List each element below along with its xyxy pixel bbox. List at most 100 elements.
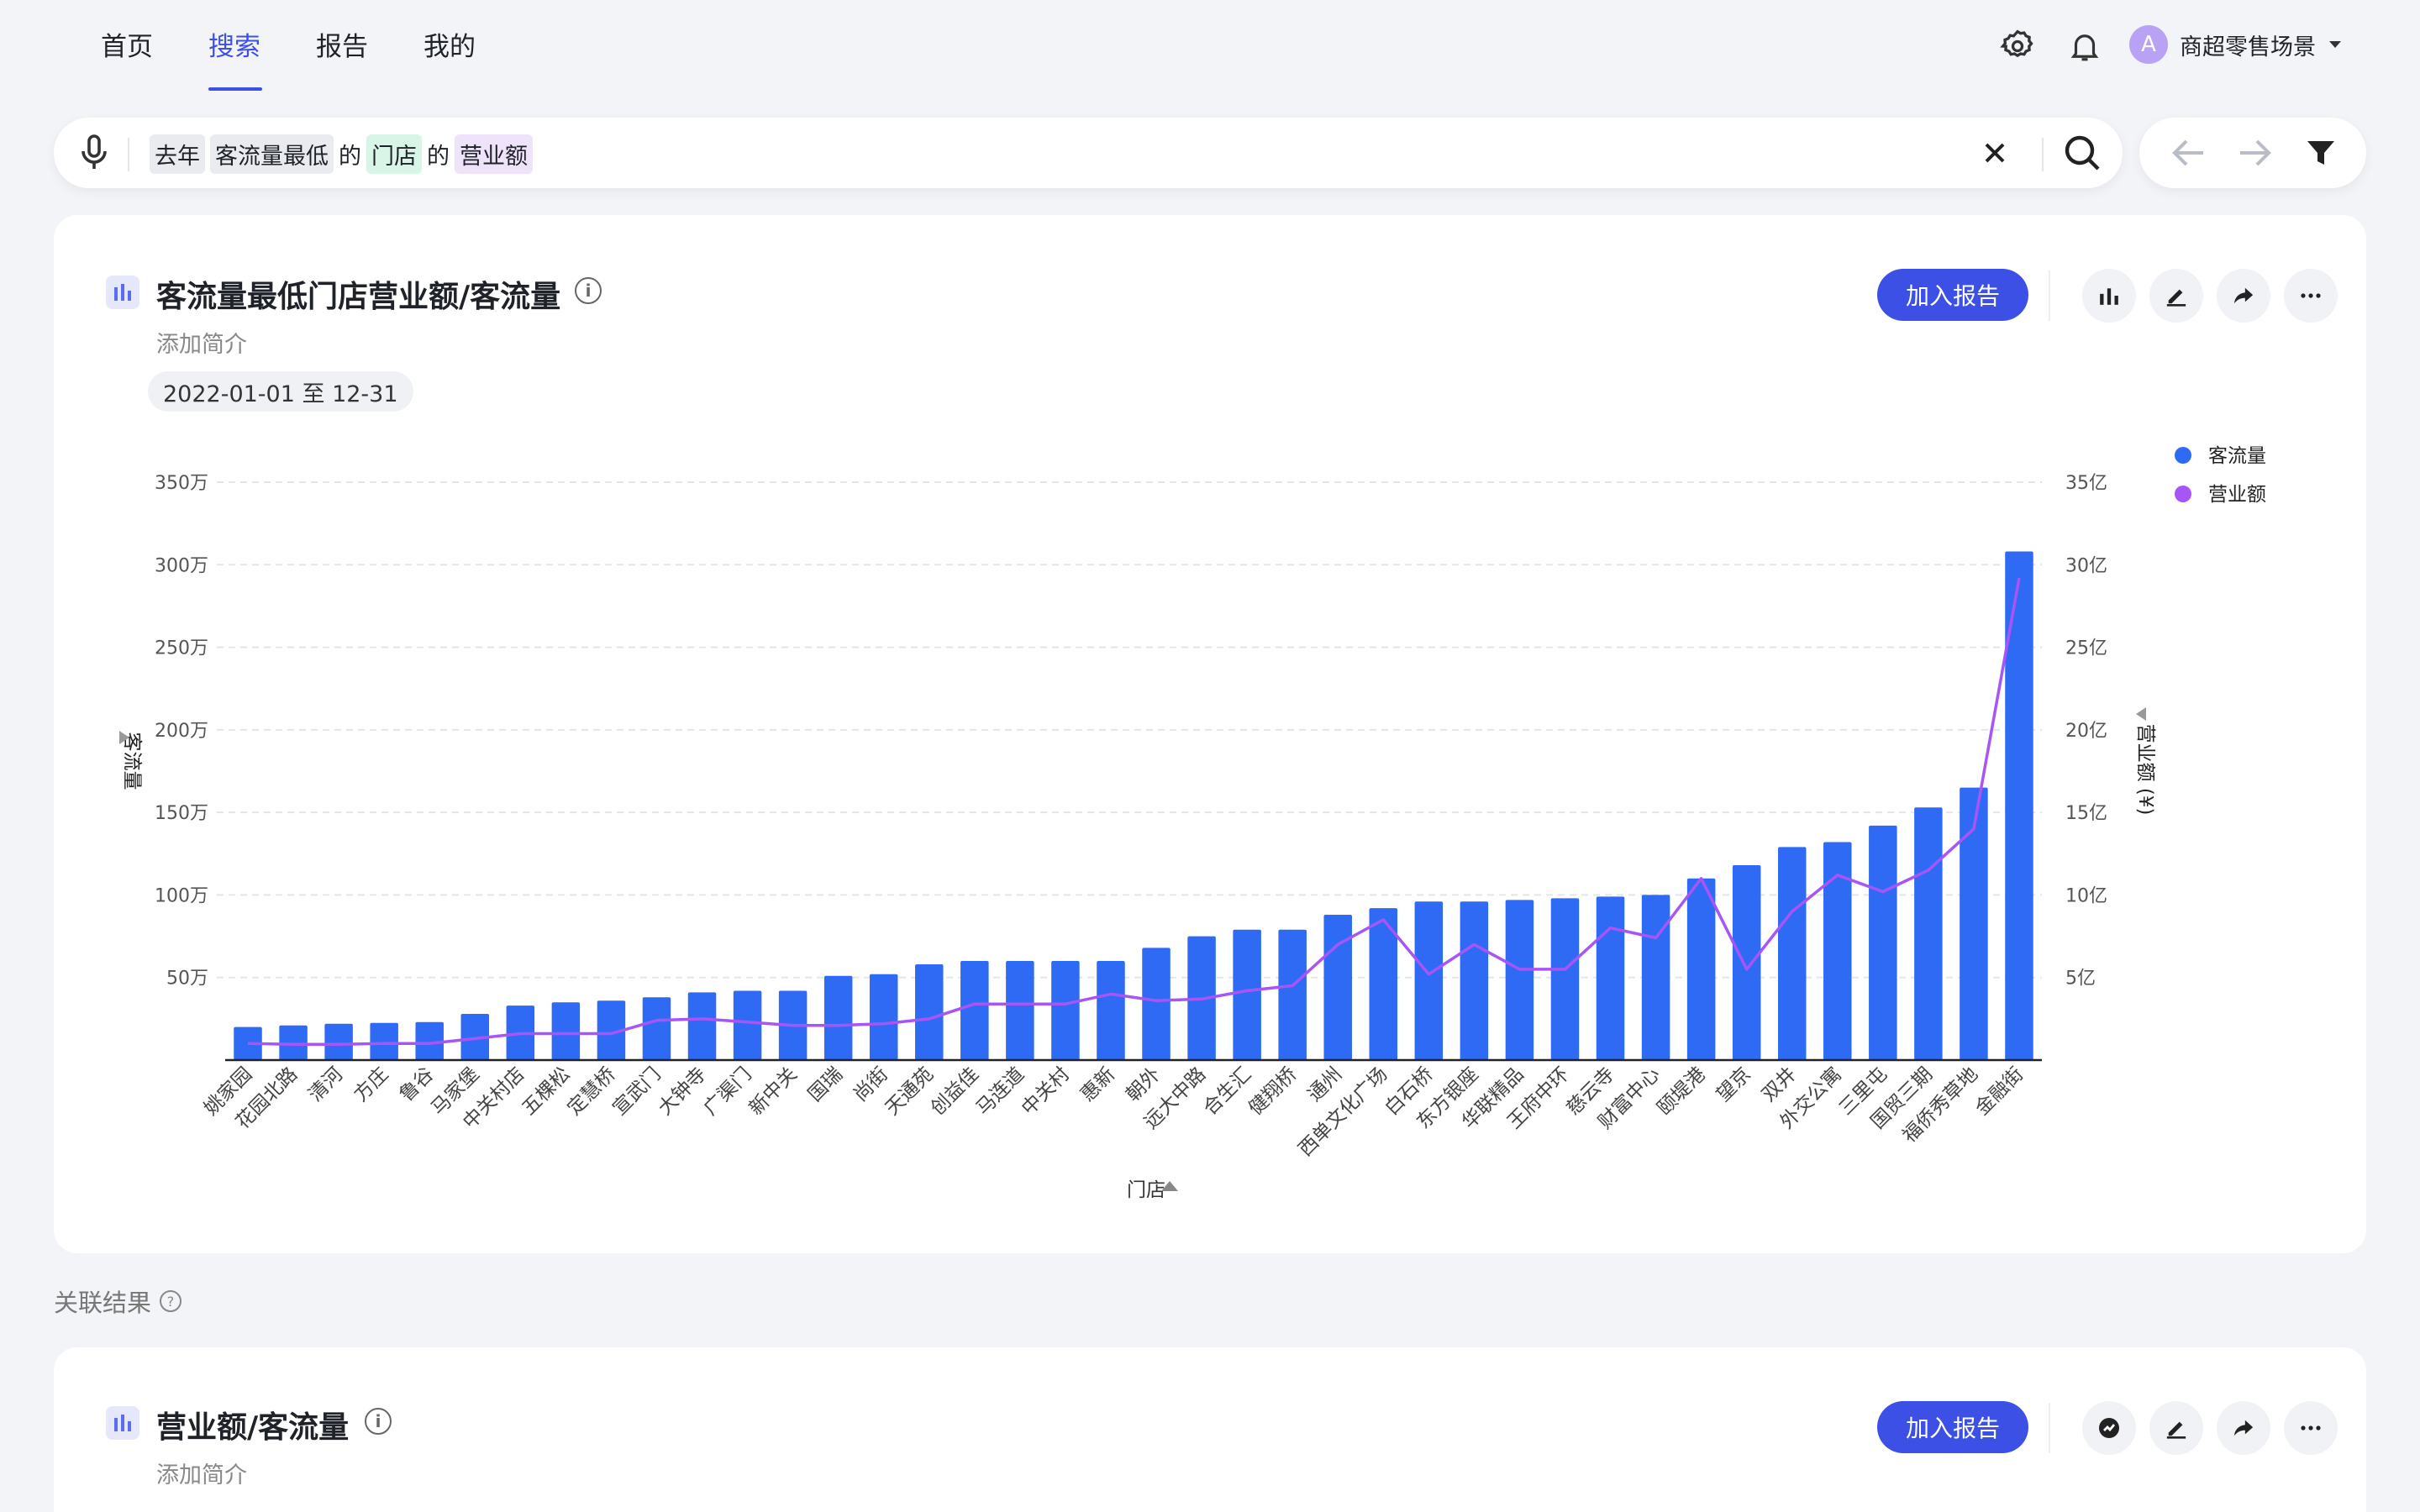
y2-tick-label: 5亿 (2065, 969, 2096, 990)
x-tick-label: 创益佳 (927, 1063, 983, 1120)
bar (279, 1025, 308, 1060)
insight-button[interactable] (2082, 1401, 2136, 1455)
forward-arrow-icon[interactable] (2238, 138, 2272, 171)
card-title[interactable]: 营业额/客流量 (156, 1410, 350, 1445)
query-token-conj: 的 (427, 143, 450, 170)
info-icon[interactable]: i (575, 277, 602, 304)
expand-caret-icon (2136, 707, 2146, 721)
bar (460, 1013, 490, 1060)
bar (1686, 878, 1716, 1060)
filter-icon[interactable] (2306, 138, 2336, 171)
chart-type-button[interactable] (2082, 269, 2136, 323)
query-token-filter[interactable]: 客流量最低 (210, 134, 334, 174)
user-menu[interactable]: A 商超零售场景 (2129, 24, 2341, 66)
help-icon[interactable]: ? (160, 1290, 182, 1312)
x-tick-label: 宣武门 (609, 1063, 666, 1120)
add-to-report-button[interactable]: 加入报告 (1877, 1401, 2028, 1453)
y2-tick-label: 35亿 (2065, 473, 2107, 494)
bar (1869, 825, 1897, 1060)
bar (642, 997, 671, 1060)
edit-button[interactable] (2149, 1401, 2203, 1455)
bar (1732, 865, 1761, 1060)
y2-tick-label: 30亿 (2065, 555, 2107, 576)
info-icon[interactable]: i (365, 1408, 392, 1435)
x-tick-label: 惠新 (1076, 1063, 1119, 1106)
related-card: 营业额/客流量 i 添加简介 加入报告 (54, 1347, 2366, 1512)
bar (2005, 551, 2033, 1060)
x-tick-label: 健翔桥 (1244, 1063, 1301, 1120)
more-button[interactable] (2284, 269, 2338, 323)
expand-caret-icon (119, 731, 129, 744)
bar (1097, 961, 1125, 1060)
x-tick-label: 清河 (304, 1063, 347, 1106)
date-range-pill[interactable]: 2022-01-01 至 12-31 (148, 371, 413, 412)
tab-home[interactable]: 首页 (101, 32, 153, 62)
bar (823, 975, 853, 1060)
tab-reports[interactable]: 报告 (316, 32, 368, 62)
bar (370, 1022, 398, 1060)
share-button[interactable] (2217, 269, 2270, 323)
bar (1914, 807, 1943, 1060)
x-tick-label: 定慧桥 (563, 1063, 619, 1120)
y2-tick-label: 25亿 (2065, 638, 2107, 659)
legend-marker (2175, 486, 2191, 502)
search-query[interactable]: 去年 客流量最低 的 门店 的 营业额 (150, 134, 538, 174)
x-tick-label: 颐堤港 (1654, 1063, 1710, 1120)
bar (324, 1023, 353, 1060)
history-nav (2139, 118, 2366, 188)
clear-icon[interactable] (1981, 139, 2008, 170)
edit-button[interactable] (2149, 269, 2203, 323)
microphone-icon[interactable] (79, 134, 109, 175)
x-tick-label: 中关村 (1018, 1063, 1074, 1120)
search-icon[interactable] (2064, 134, 2101, 175)
y2-axis-title: 营业额 (¥) (2134, 724, 2156, 816)
bar-chart-icon (106, 1406, 139, 1440)
x-tick-label: 新中关 (745, 1063, 802, 1120)
y2-tick-label: 20亿 (2065, 721, 2107, 742)
bar (1960, 787, 1988, 1060)
x-tick-label: 马连道 (972, 1063, 1028, 1120)
bar (1006, 961, 1034, 1060)
x-tick-label: 国瑞 (804, 1063, 847, 1106)
user-name: 商超零售场景 (2180, 34, 2316, 60)
y-tick-label: 350万 (155, 473, 208, 494)
divider (2049, 270, 2050, 321)
bar (960, 961, 989, 1060)
y-tick-label: 300万 (155, 555, 208, 576)
card-title[interactable]: 客流量最低门店营业额/客流量 (156, 280, 561, 314)
x-tick-label: 合生汇 (1199, 1063, 1255, 1120)
x-tick-label: 广渠门 (700, 1063, 756, 1120)
y-tick-label: 50万 (166, 969, 208, 990)
more-dots-icon (2301, 1425, 2321, 1431)
query-token-measure[interactable]: 营业额 (455, 134, 533, 174)
bar-chart-icon (106, 276, 139, 309)
bar (1596, 896, 1625, 1060)
result-card: 客流量最低门店营业额/客流量 i 添加简介 2022-01-01 至 12-31… (54, 215, 2366, 1253)
share-arrow-icon (2233, 287, 2254, 304)
tab-search[interactable]: 搜索 (208, 32, 260, 62)
tab-mine[interactable]: 我的 (424, 32, 476, 62)
query-token-time[interactable]: 去年 (150, 134, 205, 174)
settings-gear-icon[interactable] (1998, 27, 2037, 66)
bar (1142, 948, 1171, 1060)
back-arrow-icon[interactable] (2171, 138, 2205, 171)
bar (551, 1002, 581, 1060)
more-button[interactable] (2284, 1401, 2338, 1455)
bar (733, 990, 762, 1060)
bar (1414, 901, 1444, 1060)
x-tick-label: 五棵松 (518, 1063, 574, 1120)
share-button[interactable] (2217, 1401, 2270, 1455)
search-bar[interactable]: 去年 客流量最低 的 门店 的 营业额 (54, 118, 2123, 188)
query-token-dimension[interactable]: 门店 (366, 134, 422, 174)
bar (1323, 915, 1352, 1060)
add-description[interactable]: 添加简介 (156, 1462, 247, 1488)
bar (415, 1021, 444, 1060)
y-tick-label: 150万 (155, 803, 208, 824)
bar (1369, 908, 1398, 1060)
notification-bell-icon[interactable] (2065, 27, 2104, 66)
share-arrow-icon (2233, 1420, 2254, 1436)
add-description[interactable]: 添加简介 (156, 332, 247, 358)
line-series (247, 577, 2021, 1047)
add-to-report-button[interactable]: 加入报告 (1877, 269, 2028, 321)
combo-chart: 50万 100万 150万 200万 250万 300万 350万 5亿 10亿 15亿 20亿 25… (119, 445, 2266, 1201)
